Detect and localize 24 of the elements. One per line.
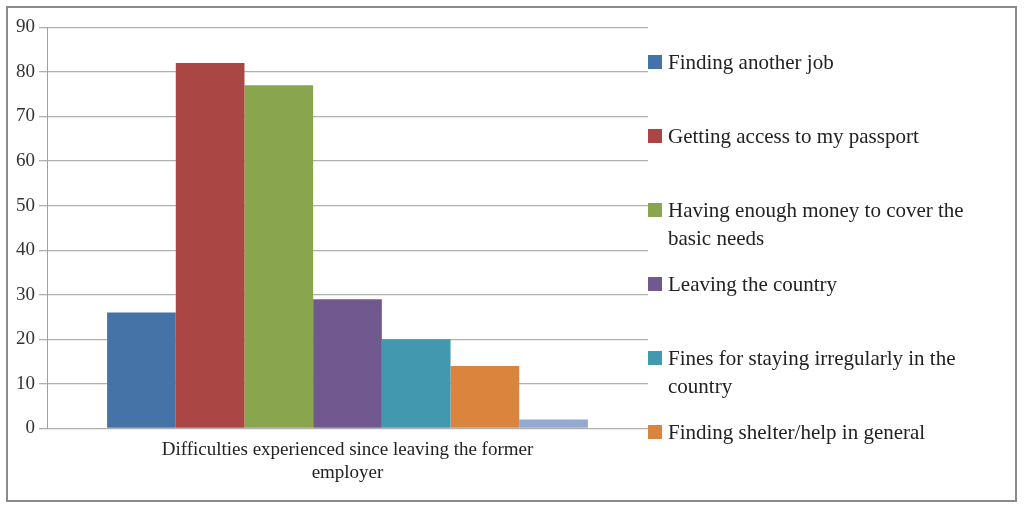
legend-label: Leaving the country — [668, 271, 838, 298]
y-tick-label: 70 — [16, 104, 35, 126]
y-tick-label: 80 — [16, 59, 35, 81]
y-tick-label: 30 — [16, 282, 35, 304]
y-tick-label: 0 — [25, 416, 35, 438]
bar — [244, 85, 314, 428]
y-tick-label: 50 — [16, 193, 35, 215]
legend-label: Finding another job — [668, 49, 834, 76]
y-tick-label: 20 — [16, 327, 35, 349]
legend-label: Fines for staying irregularly in the country — [668, 345, 957, 400]
y-tick-label: 60 — [16, 149, 35, 171]
y-tick-label: 10 — [16, 371, 35, 393]
y-tick-label: 90 — [16, 15, 35, 37]
bar — [313, 299, 382, 428]
legend-label: Having enough money to cover the basic needs — [668, 197, 965, 252]
bar — [175, 63, 245, 428]
x-tick-label: Difficulties experienced since leaving the former employer — [161, 437, 534, 482]
bar — [381, 339, 451, 428]
legend-label: Getting access to my passport — [668, 123, 919, 150]
bar — [450, 366, 520, 428]
y-tick-label: 40 — [16, 238, 35, 260]
bar — [107, 312, 176, 428]
legend-label: Finding shelter/help in general — [668, 419, 926, 446]
bar — [519, 419, 588, 428]
